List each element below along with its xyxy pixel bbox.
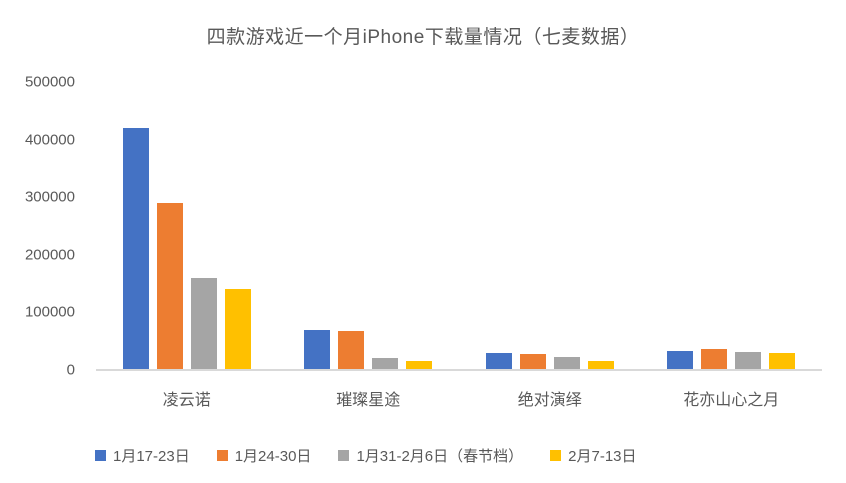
category-label: 花亦山心之月 xyxy=(683,392,780,409)
category-label: 凌云诺 xyxy=(162,392,211,409)
bar xyxy=(735,352,762,370)
legend-label: 1月31-2月6日（春节档） xyxy=(356,448,524,465)
bar xyxy=(519,354,546,370)
legend-item: 2月7-13日 xyxy=(550,445,637,466)
y-axis-tick-label: 100000 xyxy=(24,303,75,321)
y-axis-tick-label: 0 xyxy=(66,361,75,379)
bar xyxy=(224,289,251,370)
bar-group-4 xyxy=(641,82,823,370)
legend-item: 1月24-30日 xyxy=(216,445,312,466)
legend-label: 2月7-13日 xyxy=(568,448,637,465)
x-axis-line xyxy=(96,369,822,371)
legend-swatch-icon xyxy=(216,450,228,461)
bar-group-2 xyxy=(278,82,460,370)
bar xyxy=(769,352,796,370)
y-axis-tick-label: 200000 xyxy=(24,246,75,264)
bar xyxy=(156,202,183,370)
bar-group-1 xyxy=(96,82,278,370)
chart-title: 四款游戏近一个月iPhone下载量情况（七麦数据） xyxy=(206,27,640,48)
legend-label: 1月17-23日 xyxy=(113,448,190,465)
bar xyxy=(553,356,580,370)
bar xyxy=(485,352,512,370)
bar xyxy=(122,128,149,370)
legend-item: 1月17-23日 xyxy=(95,445,190,466)
legend-swatch-icon xyxy=(95,450,106,461)
bar xyxy=(338,331,365,370)
bar xyxy=(406,361,433,370)
y-axis-tick-label: 300000 xyxy=(24,188,75,206)
legend-item: 1月31-2月6日（春节档） xyxy=(338,445,523,466)
bar xyxy=(667,351,694,370)
bar xyxy=(701,349,728,370)
bar xyxy=(372,357,399,370)
legend-label: 1月24-30日 xyxy=(234,448,312,465)
bar-group-3 xyxy=(459,82,641,370)
category-label: 璀璨星途 xyxy=(336,392,401,409)
legend: 1月17-23日 1月24-30日 1月31-2月6日（春节档） 2月7-13日 xyxy=(95,445,637,466)
legend-swatch-icon xyxy=(338,450,350,461)
bar xyxy=(304,329,331,370)
y-axis-tick-label: 400000 xyxy=(24,131,75,149)
bar xyxy=(190,277,217,370)
y-axis-tick-label: 500000 xyxy=(24,73,75,91)
plot-area xyxy=(96,82,822,370)
bar xyxy=(587,361,614,370)
category-label: 绝对演绎 xyxy=(517,392,582,409)
legend-swatch-icon xyxy=(550,450,562,461)
